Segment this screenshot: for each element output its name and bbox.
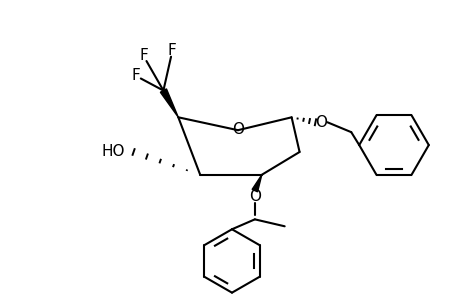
Text: F: F — [168, 44, 176, 59]
Text: F: F — [139, 48, 148, 63]
Polygon shape — [160, 89, 178, 117]
Text: HO: HO — [102, 145, 125, 160]
Polygon shape — [252, 175, 261, 192]
Text: O: O — [315, 115, 327, 130]
Text: F: F — [131, 68, 140, 83]
Text: O: O — [248, 189, 260, 204]
Text: O: O — [231, 122, 243, 137]
